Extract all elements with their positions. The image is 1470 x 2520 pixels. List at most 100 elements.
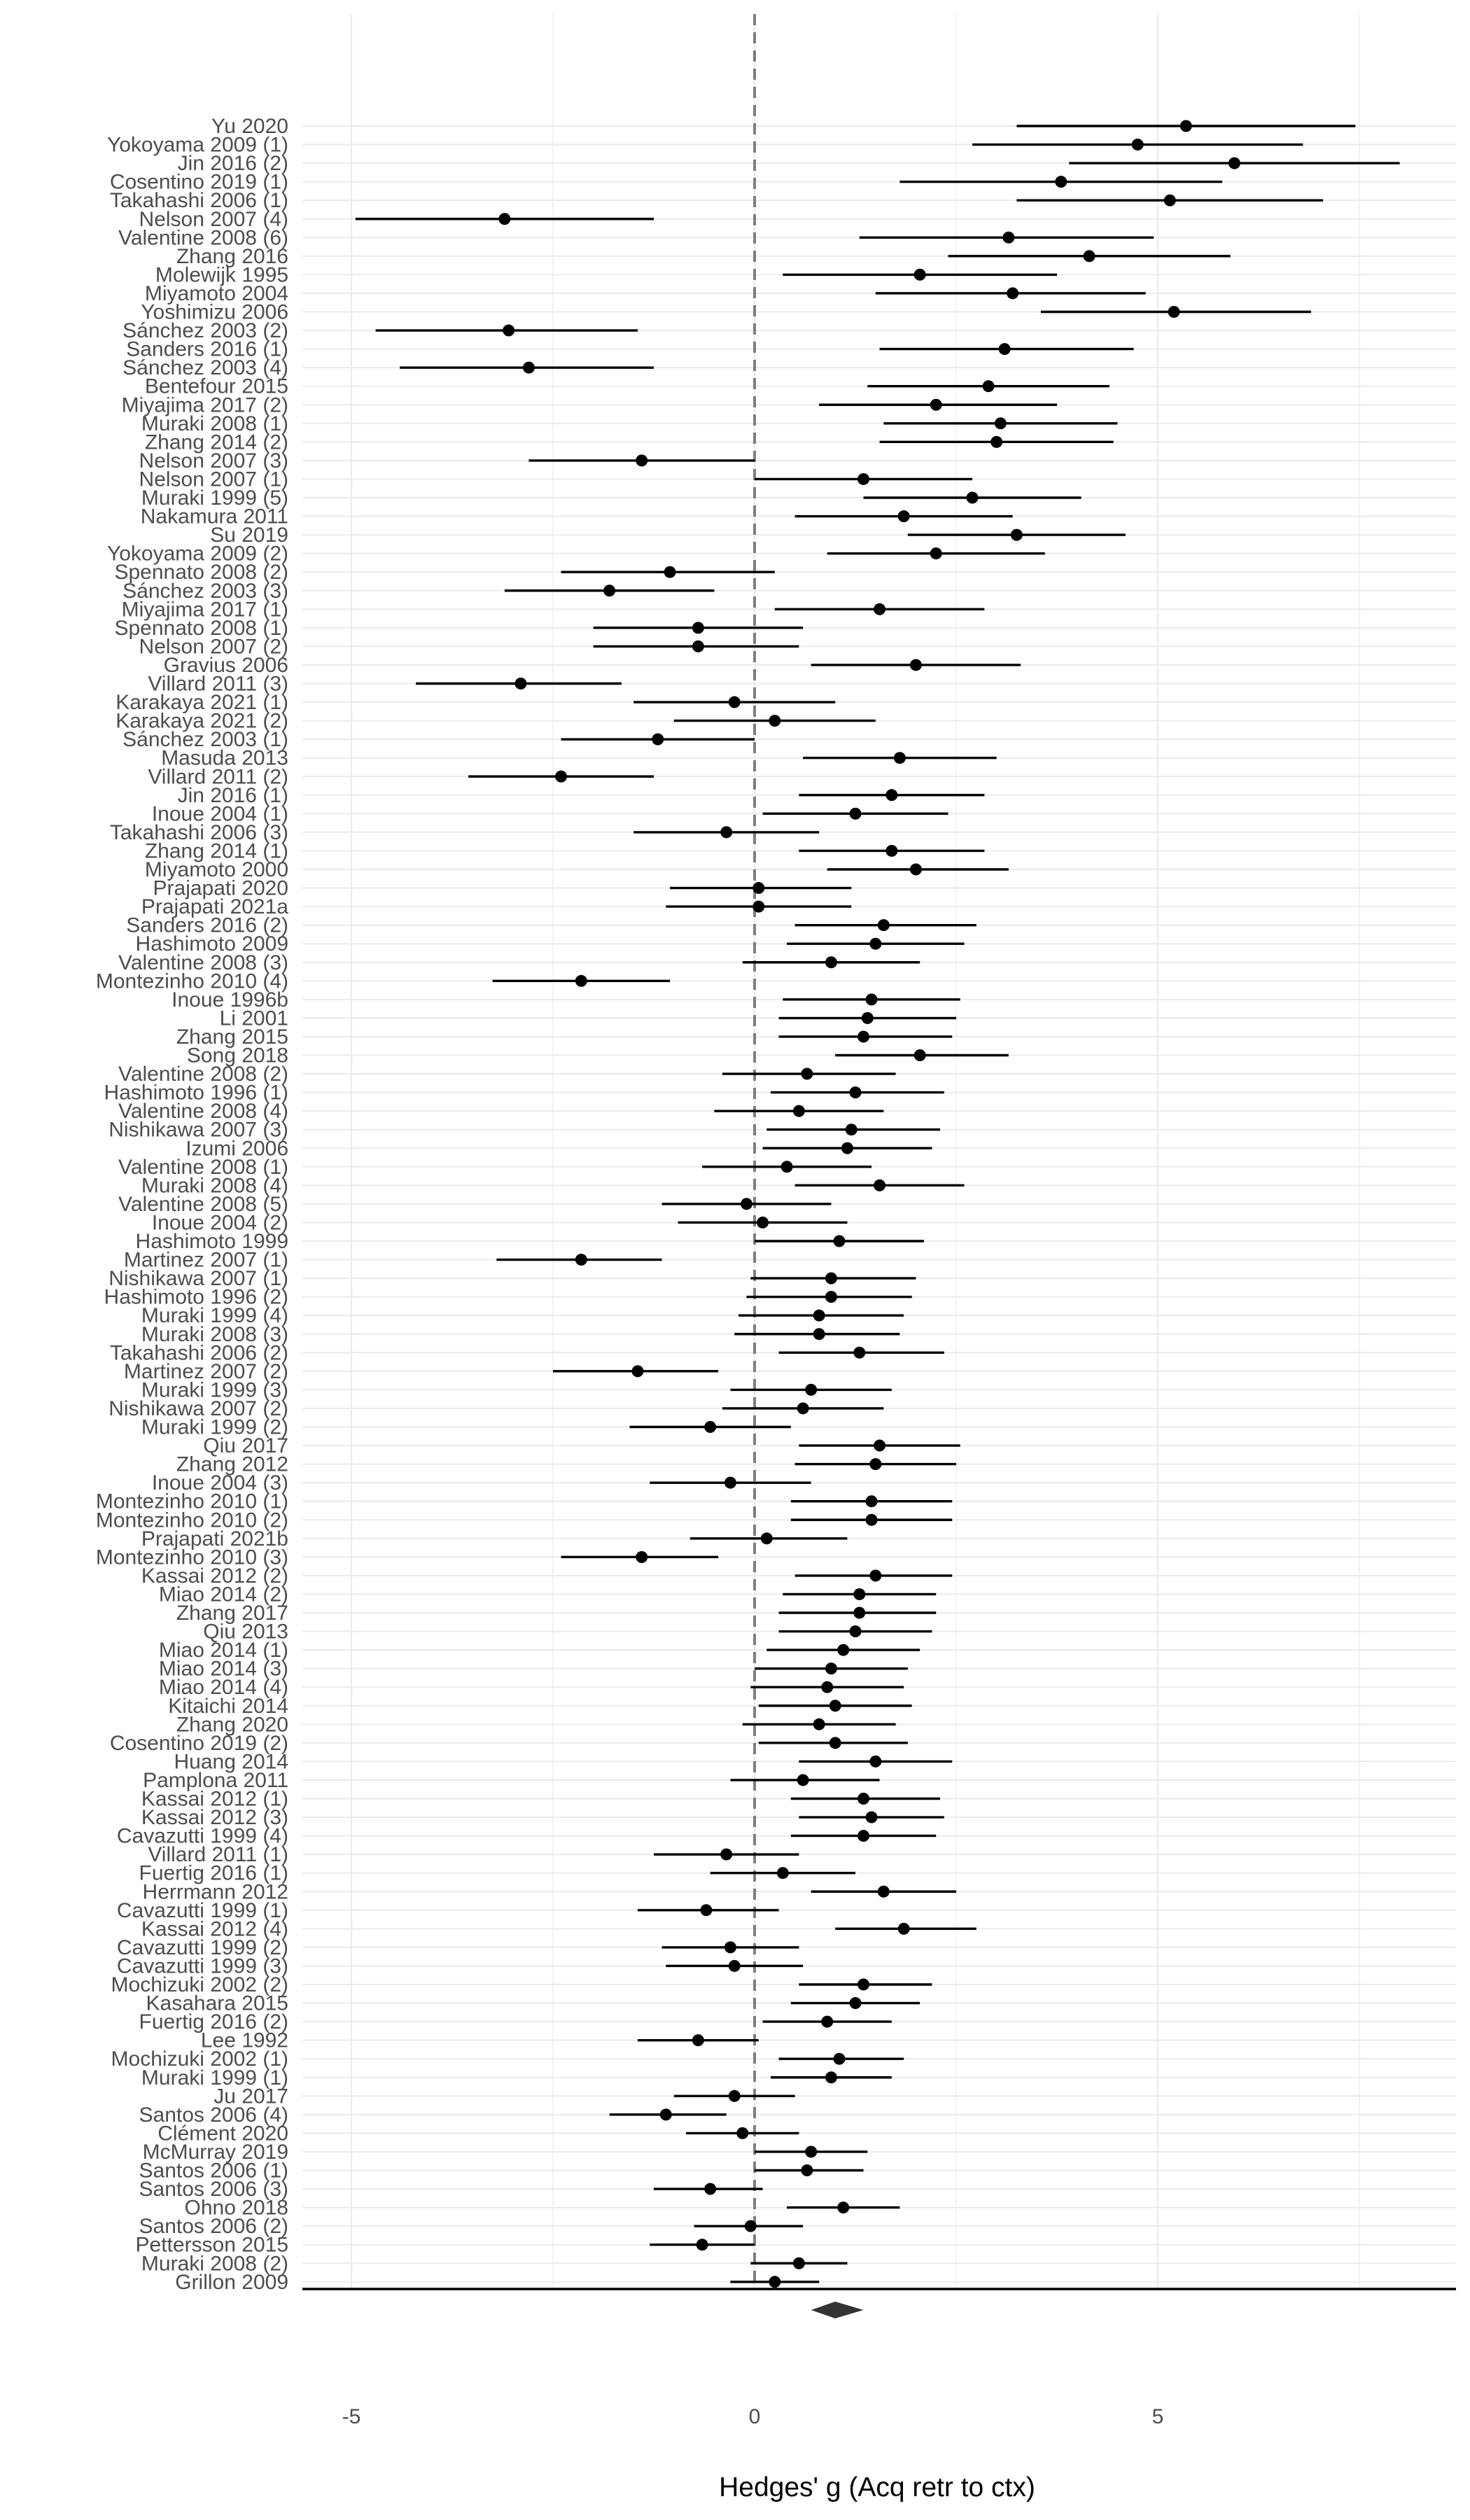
study-label: Nishikawa 2007 (2): [108, 1397, 288, 1420]
point-estimate-layer: [498, 120, 1240, 2288]
study-label: Valentine 2008 (2): [118, 1063, 288, 1086]
point-estimate: [874, 1439, 886, 1452]
study-label: Hashimoto 1999: [136, 1230, 288, 1253]
point-estimate: [631, 1365, 644, 1378]
study-label: Hashimoto 1996 (1): [104, 1082, 288, 1105]
study-label: Montezinho 2010 (1): [96, 1490, 288, 1513]
point-estimate: [877, 919, 890, 932]
point-estimate: [740, 1198, 752, 1210]
study-label: Villard 2011 (2): [148, 765, 288, 788]
summary-diamond: [811, 2302, 864, 2318]
summary-layer: [811, 2302, 864, 2318]
point-estimate: [744, 2220, 757, 2232]
study-label: Miyamoto 2004: [145, 282, 288, 305]
point-estimate: [813, 1309, 825, 1322]
point-estimate: [797, 1774, 809, 1786]
study-label: Pettersson 2015: [136, 2234, 288, 2257]
study-label: Nakamura 2011: [141, 505, 288, 528]
study-label: Muraki 2008 (2): [141, 2252, 288, 2275]
point-estimate: [897, 510, 910, 523]
point-estimate: [503, 324, 515, 337]
study-label: Su 2019: [210, 524, 288, 547]
study-label: Masuda 2013: [161, 747, 288, 770]
point-estimate: [886, 844, 898, 857]
point-estimate: [692, 640, 704, 652]
point-estimate: [877, 1885, 890, 1898]
point-estimate: [555, 770, 568, 783]
study-label: Huang 2014: [174, 1750, 288, 1773]
study-label: McMurray 2019: [143, 2141, 288, 2164]
point-estimate: [966, 491, 979, 504]
study-label: Kitaichi 2014: [168, 1695, 288, 1718]
point-estimate: [498, 213, 511, 225]
study-label: Spennato 2008 (2): [114, 561, 288, 584]
point-estimate: [853, 1588, 866, 1600]
point-estimate: [813, 1718, 825, 1730]
study-label: Ju 2017: [214, 2085, 288, 2108]
point-estimate: [636, 1550, 648, 1563]
study-label: Yoshimizu 2006: [141, 301, 288, 324]
study-label: Fuertig 2016 (2): [139, 2010, 288, 2033]
point-estimate: [825, 1291, 837, 1303]
study-label: Sánchez 2003 (3): [122, 580, 288, 603]
study-label: Muraki 2008 (4): [141, 1174, 288, 1197]
study-label: Grillon 2009: [175, 2271, 288, 2294]
point-estimate: [865, 1811, 878, 1823]
study-label: Martinez 2007 (1): [124, 1249, 288, 1272]
point-estimate: [909, 863, 922, 876]
study-label: Song 2018: [187, 1044, 288, 1068]
study-label: Karakaya 2021 (2): [115, 710, 288, 733]
study-label: Prajapati 2020: [153, 877, 288, 900]
point-estimate: [700, 1904, 713, 1917]
study-label: Santos 2006 (4): [139, 2104, 288, 2127]
study-label: Takahashi 2006 (2): [110, 1341, 288, 1364]
study-label: Ohno 2018: [185, 2197, 288, 2220]
study-label: Zhang 2012: [176, 1453, 288, 1476]
study-label: Nelson 2007 (4): [139, 208, 288, 231]
point-estimate: [874, 603, 886, 615]
study-label: Zhang 2016: [176, 245, 288, 268]
point-estimate: [886, 789, 898, 802]
study-label: Santos 2006 (1): [139, 2160, 288, 2183]
point-estimate: [874, 1179, 886, 1191]
x-tick-label: 5: [1152, 2405, 1164, 2428]
point-estimate: [728, 1959, 741, 1972]
point-estimate: [724, 1941, 736, 1954]
point-estimate: [704, 2183, 717, 2195]
study-label: Sánchez 2003 (4): [122, 356, 288, 379]
point-estimate: [829, 1700, 841, 1712]
study-label: Takahashi 2006 (3): [110, 821, 288, 844]
point-estimate: [869, 1458, 882, 1471]
point-estimate: [1163, 194, 1176, 206]
point-estimate: [849, 807, 862, 820]
point-estimate: [1168, 306, 1180, 318]
study-label: Nishikawa 2007 (1): [108, 1267, 288, 1290]
study-label: Inoue 2004 (1): [152, 802, 288, 825]
study-label: Lee 1992: [201, 2029, 288, 2052]
point-estimate: [1228, 157, 1240, 169]
point-estimate: [704, 1421, 717, 1433]
point-estimate: [575, 1254, 587, 1266]
study-label: Valentine 2008 (3): [118, 951, 288, 974]
x-tick-labels: -5 0 5: [342, 2405, 1164, 2428]
study-label: Villard 2011 (1): [148, 1843, 288, 1866]
study-label: Inoue 2004 (2): [152, 1211, 288, 1234]
horizontal-gridlines: [302, 125, 1456, 2283]
point-estimate: [853, 1346, 866, 1359]
study-label: Muraki 1999 (4): [141, 1304, 288, 1327]
study-label: Kassai 2012 (3): [141, 1806, 288, 1829]
study-label: Montezinho 2010 (3): [96, 1546, 288, 1569]
study-label: Kassai 2012 (2): [141, 1564, 288, 1588]
study-label: Yu 2020: [211, 115, 288, 138]
point-estimate: [849, 1997, 862, 2010]
study-label: Miao 2014 (1): [159, 1639, 288, 1662]
point-estimate: [636, 454, 648, 467]
point-estimate: [821, 1681, 834, 1693]
point-estimate: [1055, 176, 1068, 188]
study-label: Hashimoto 1996 (2): [104, 1286, 288, 1309]
study-label: Karakaya 2021 (1): [115, 691, 288, 714]
point-estimate: [853, 1606, 866, 1619]
study-label: Spennato 2008 (1): [114, 617, 288, 640]
study-label: Sanders 2016 (2): [126, 914, 288, 937]
